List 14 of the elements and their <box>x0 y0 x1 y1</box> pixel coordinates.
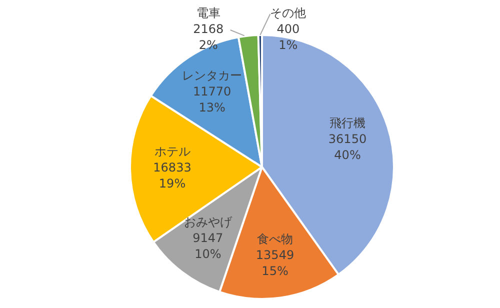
slice-label: 電車 <box>196 6 220 20</box>
slice-label: 食べ物 <box>257 232 294 246</box>
data-label: 36150 40% <box>328 132 367 162</box>
data-label: 2168 2% <box>193 22 224 52</box>
slice-label: おみやげ <box>184 214 233 229</box>
data-label: 9147 10% <box>192 230 224 261</box>
data-label: 11770 13% <box>192 84 232 115</box>
slice-label: ホテル <box>154 144 190 159</box>
data-label: 400 1% <box>276 22 300 52</box>
data-label: 13549 15% <box>256 248 294 278</box>
slice-label: その他 <box>270 6 306 20</box>
data-label: 16833 19% <box>153 160 192 191</box>
slice-label: レンタカー <box>182 68 242 83</box>
slice-label: 飛行機 <box>330 116 366 130</box>
